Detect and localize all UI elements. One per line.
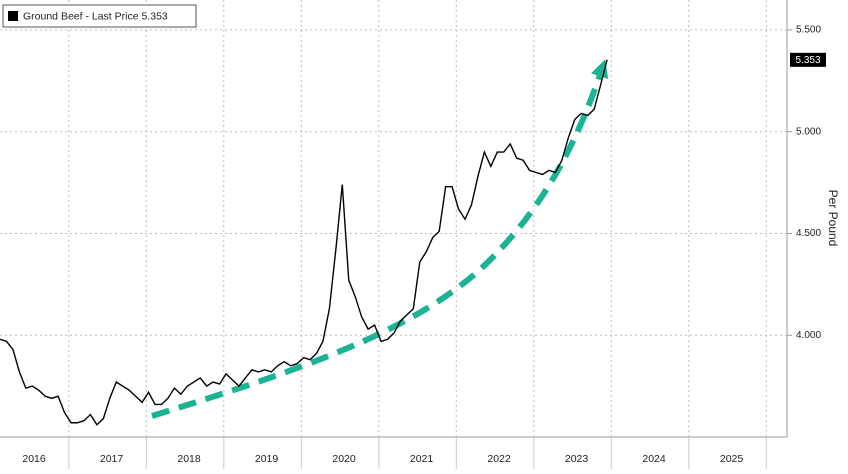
legend-swatch: [8, 11, 18, 21]
y-tick-label: 5.000: [796, 126, 821, 137]
x-tick-label: 2025: [720, 453, 744, 465]
x-tick-label: 2021: [410, 453, 434, 465]
legend: Ground Beef - Last Price 5.353: [2, 4, 197, 28]
y-tick-label: 4.000: [796, 330, 821, 341]
y-axis-label: Per Pound: [826, 190, 840, 247]
x-tick-label: 2018: [177, 453, 201, 465]
y-tick-label: 4.500: [796, 228, 821, 239]
x-tick-label: 2020: [332, 453, 356, 465]
x-tick-label: 2016: [22, 453, 46, 465]
x-tick-label: 2019: [255, 453, 279, 465]
last-price-tag: [790, 52, 826, 67]
x-tick-label: 2024: [642, 453, 666, 465]
legend-box: [2, 4, 197, 28]
last-price-label: 5.353: [795, 55, 820, 66]
legend-label: Ground Beef - Last Price 5.353: [23, 10, 168, 22]
plot: 2016 2017 2018 2019 2020 2021 2022 2023 2024 2025…: [0, 52, 826, 465]
price-line: [0, 59, 608, 426]
y-tick-label: 5.500: [796, 25, 821, 36]
trend-arrow: [151, 59, 609, 419]
x-tick-label: 2017: [100, 453, 124, 465]
x-tick-label: 2023: [565, 453, 589, 465]
grid: 4.000 4.500 5.000 5.500: [0, 0, 821, 469]
x-tick-label: 2022: [487, 453, 511, 465]
